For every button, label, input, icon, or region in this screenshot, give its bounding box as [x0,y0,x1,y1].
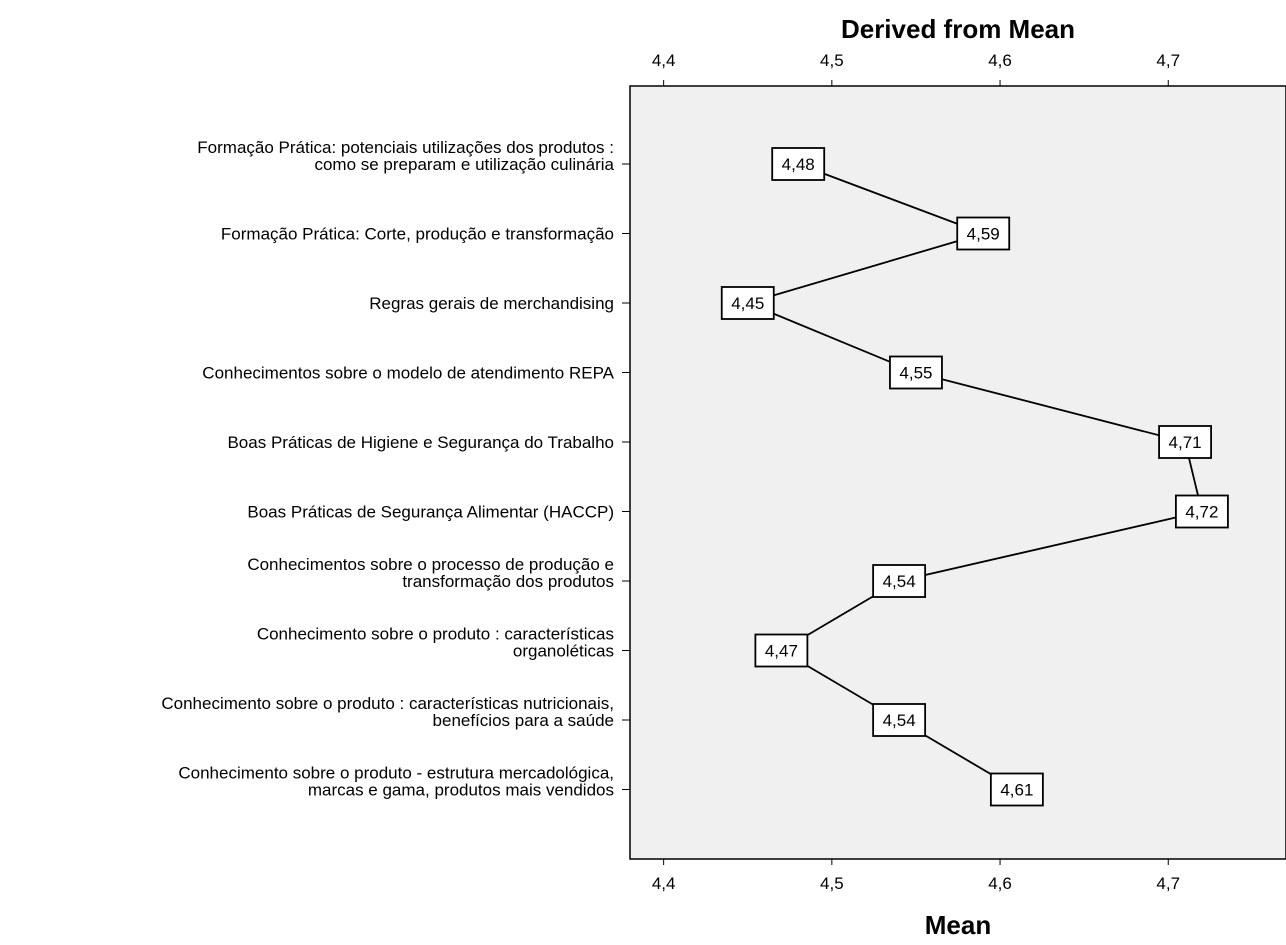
data-label-box [889,355,943,390]
category-label: organoléticas [513,642,614,661]
data-label-box [720,286,775,320]
data-label-box [1158,425,1212,459]
data-point: 4,59 [956,216,1011,251]
data-point: 4,54 [872,703,927,737]
top-tick-label: 4,7 [1156,51,1180,70]
category-label: benefícios para a saúde [433,711,614,730]
data-label: 4,72 [1185,503,1218,522]
data-point: 4,48 [771,147,826,181]
category-label: Boas Práticas de Segurança Alimentar (HA… [247,503,614,522]
category-label: Conhecimentos sobre o processo de produç… [247,555,614,574]
category-label: Conhecimento sobre o produto : caracterí… [257,625,614,644]
data-point: 4,71 [1158,425,1212,459]
top-axis-ticks: 4,4 4,5 4,6 4,7 [652,51,1180,86]
bottom-tick-label: 4,4 [652,874,676,893]
data-label: 4,48 [782,155,815,174]
data-label-box [872,564,927,598]
category-label: Regras gerais de merchandising [369,294,614,313]
bottom-tick-label: 4,6 [988,874,1012,893]
data-label: 4,71 [1169,433,1202,452]
mean-series: 4,48 4,59 4,45 4,55 4,71 4,72 4,54 4,47 4,54 4,61 [720,147,1229,807]
data-label-box [1174,494,1229,529]
category-label: Boas Práticas de Higiene e Segurança do … [227,433,614,452]
bottom-axis-ticks: 4,4 4,5 4,6 4,7 [652,859,1180,893]
bottom-tick-label: 4,7 [1156,874,1180,893]
top-tick-label: 4,4 [652,51,676,70]
category-label: marcas e gama, produtos mais vendidos [308,781,614,800]
category-label: como se preparam e utilização culinária [314,155,614,174]
category-label: Formação Prática: potenciais utilizações… [197,138,614,157]
category-label: Conhecimentos sobre o modelo de atendime… [202,364,614,383]
top-tick-label: 4,5 [820,51,844,70]
data-point: 4,45 [720,286,775,320]
data-label: 4,54 [883,572,916,591]
data-label: 4,59 [967,225,1000,244]
plot-area [629,85,1286,860]
data-label-box [771,147,826,181]
bottom-tick-label: 4,5 [820,874,844,893]
data-label: 4,54 [883,711,916,730]
category-labels: Formação Prática: potenciais utilizações… [161,138,630,800]
data-point: 4,55 [889,355,943,390]
data-label: 4,45 [731,294,764,313]
x-axis-label: Mean [925,910,991,940]
data-label: 4,47 [765,642,798,661]
mean-series-line [745,163,1203,791]
data-point: 4,61 [989,772,1044,807]
category-label: Formação Prática: Corte, produção e tran… [221,225,614,244]
data-label-box [872,703,927,737]
data-label: 4,55 [899,364,932,383]
data-point: 4,54 [872,564,927,598]
data-label: 4,61 [1000,781,1033,800]
data-point: 4,47 [754,633,809,668]
data-label-box [754,633,809,668]
category-label: Conhecimento sobre o produto : caracterí… [161,694,614,713]
category-label: Conhecimento sobre o produto - estrutura… [178,764,614,783]
top-tick-label: 4,6 [988,51,1012,70]
chart-title: Derived from Mean [841,14,1075,44]
category-label: transformação dos produtos [402,572,614,591]
data-point: 4,72 [1174,494,1229,529]
data-label-box [956,216,1011,251]
data-label-box [989,772,1044,807]
